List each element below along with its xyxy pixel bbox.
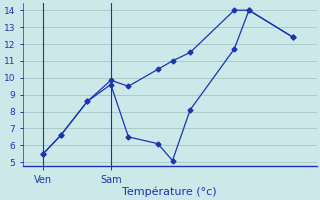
- X-axis label: Température (°c): Température (°c): [122, 186, 217, 197]
